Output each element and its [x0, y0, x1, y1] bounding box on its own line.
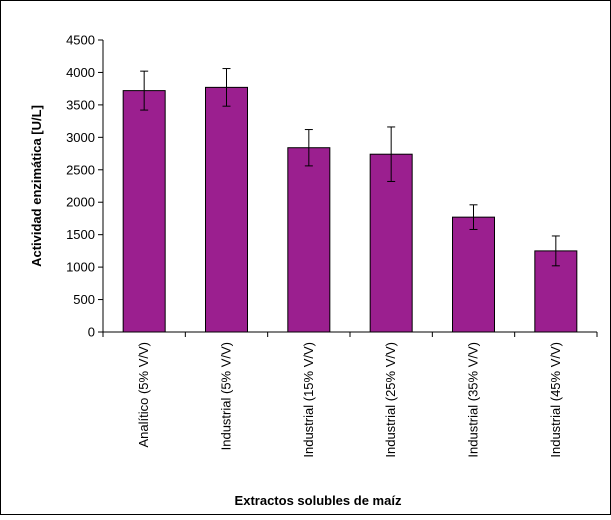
bars-layer: [122, 68, 578, 333]
y-ticks: 0 500 1000 1500 2000 2500 3000 3500 4000 4500: [66, 33, 103, 340]
y-tick-label: 1500: [66, 227, 95, 242]
y-tick-label: 1000: [66, 260, 95, 275]
x-category-label: Analítico (5% V/V): [136, 342, 151, 448]
x-category-label: Industrial (45% V/V): [548, 342, 563, 458]
bar: [205, 86, 248, 333]
bar: [122, 90, 166, 333]
y-tick-label: 3000: [66, 130, 95, 145]
x-category-label: Industrial (25% V/V): [383, 342, 398, 458]
x-category-label: Industrial (35% V/V): [466, 342, 481, 458]
y-tick-label: 4500: [66, 33, 95, 48]
bar: [452, 216, 495, 333]
x-category-label: Industrial (5% V/V): [219, 342, 234, 450]
bar: [287, 147, 331, 333]
x-axis-title: Extractos solubles de maíz: [235, 493, 402, 508]
y-tick-label: 3500: [66, 97, 95, 112]
y-axis-title: Actividad enzimática [U/L]: [29, 105, 44, 267]
x-category-label: Industrial (15% V/V): [301, 342, 316, 458]
y-tick-label: 4000: [66, 65, 95, 80]
y-tick-label: 2000: [66, 195, 95, 210]
x-category-labels: Analítico (5% V/V) Industrial (5% V/V) Ind…: [102, 332, 598, 458]
y-tick-label: 500: [73, 292, 95, 307]
y-tick-label: 0: [88, 325, 95, 340]
y-tick-label: 2500: [66, 162, 95, 177]
